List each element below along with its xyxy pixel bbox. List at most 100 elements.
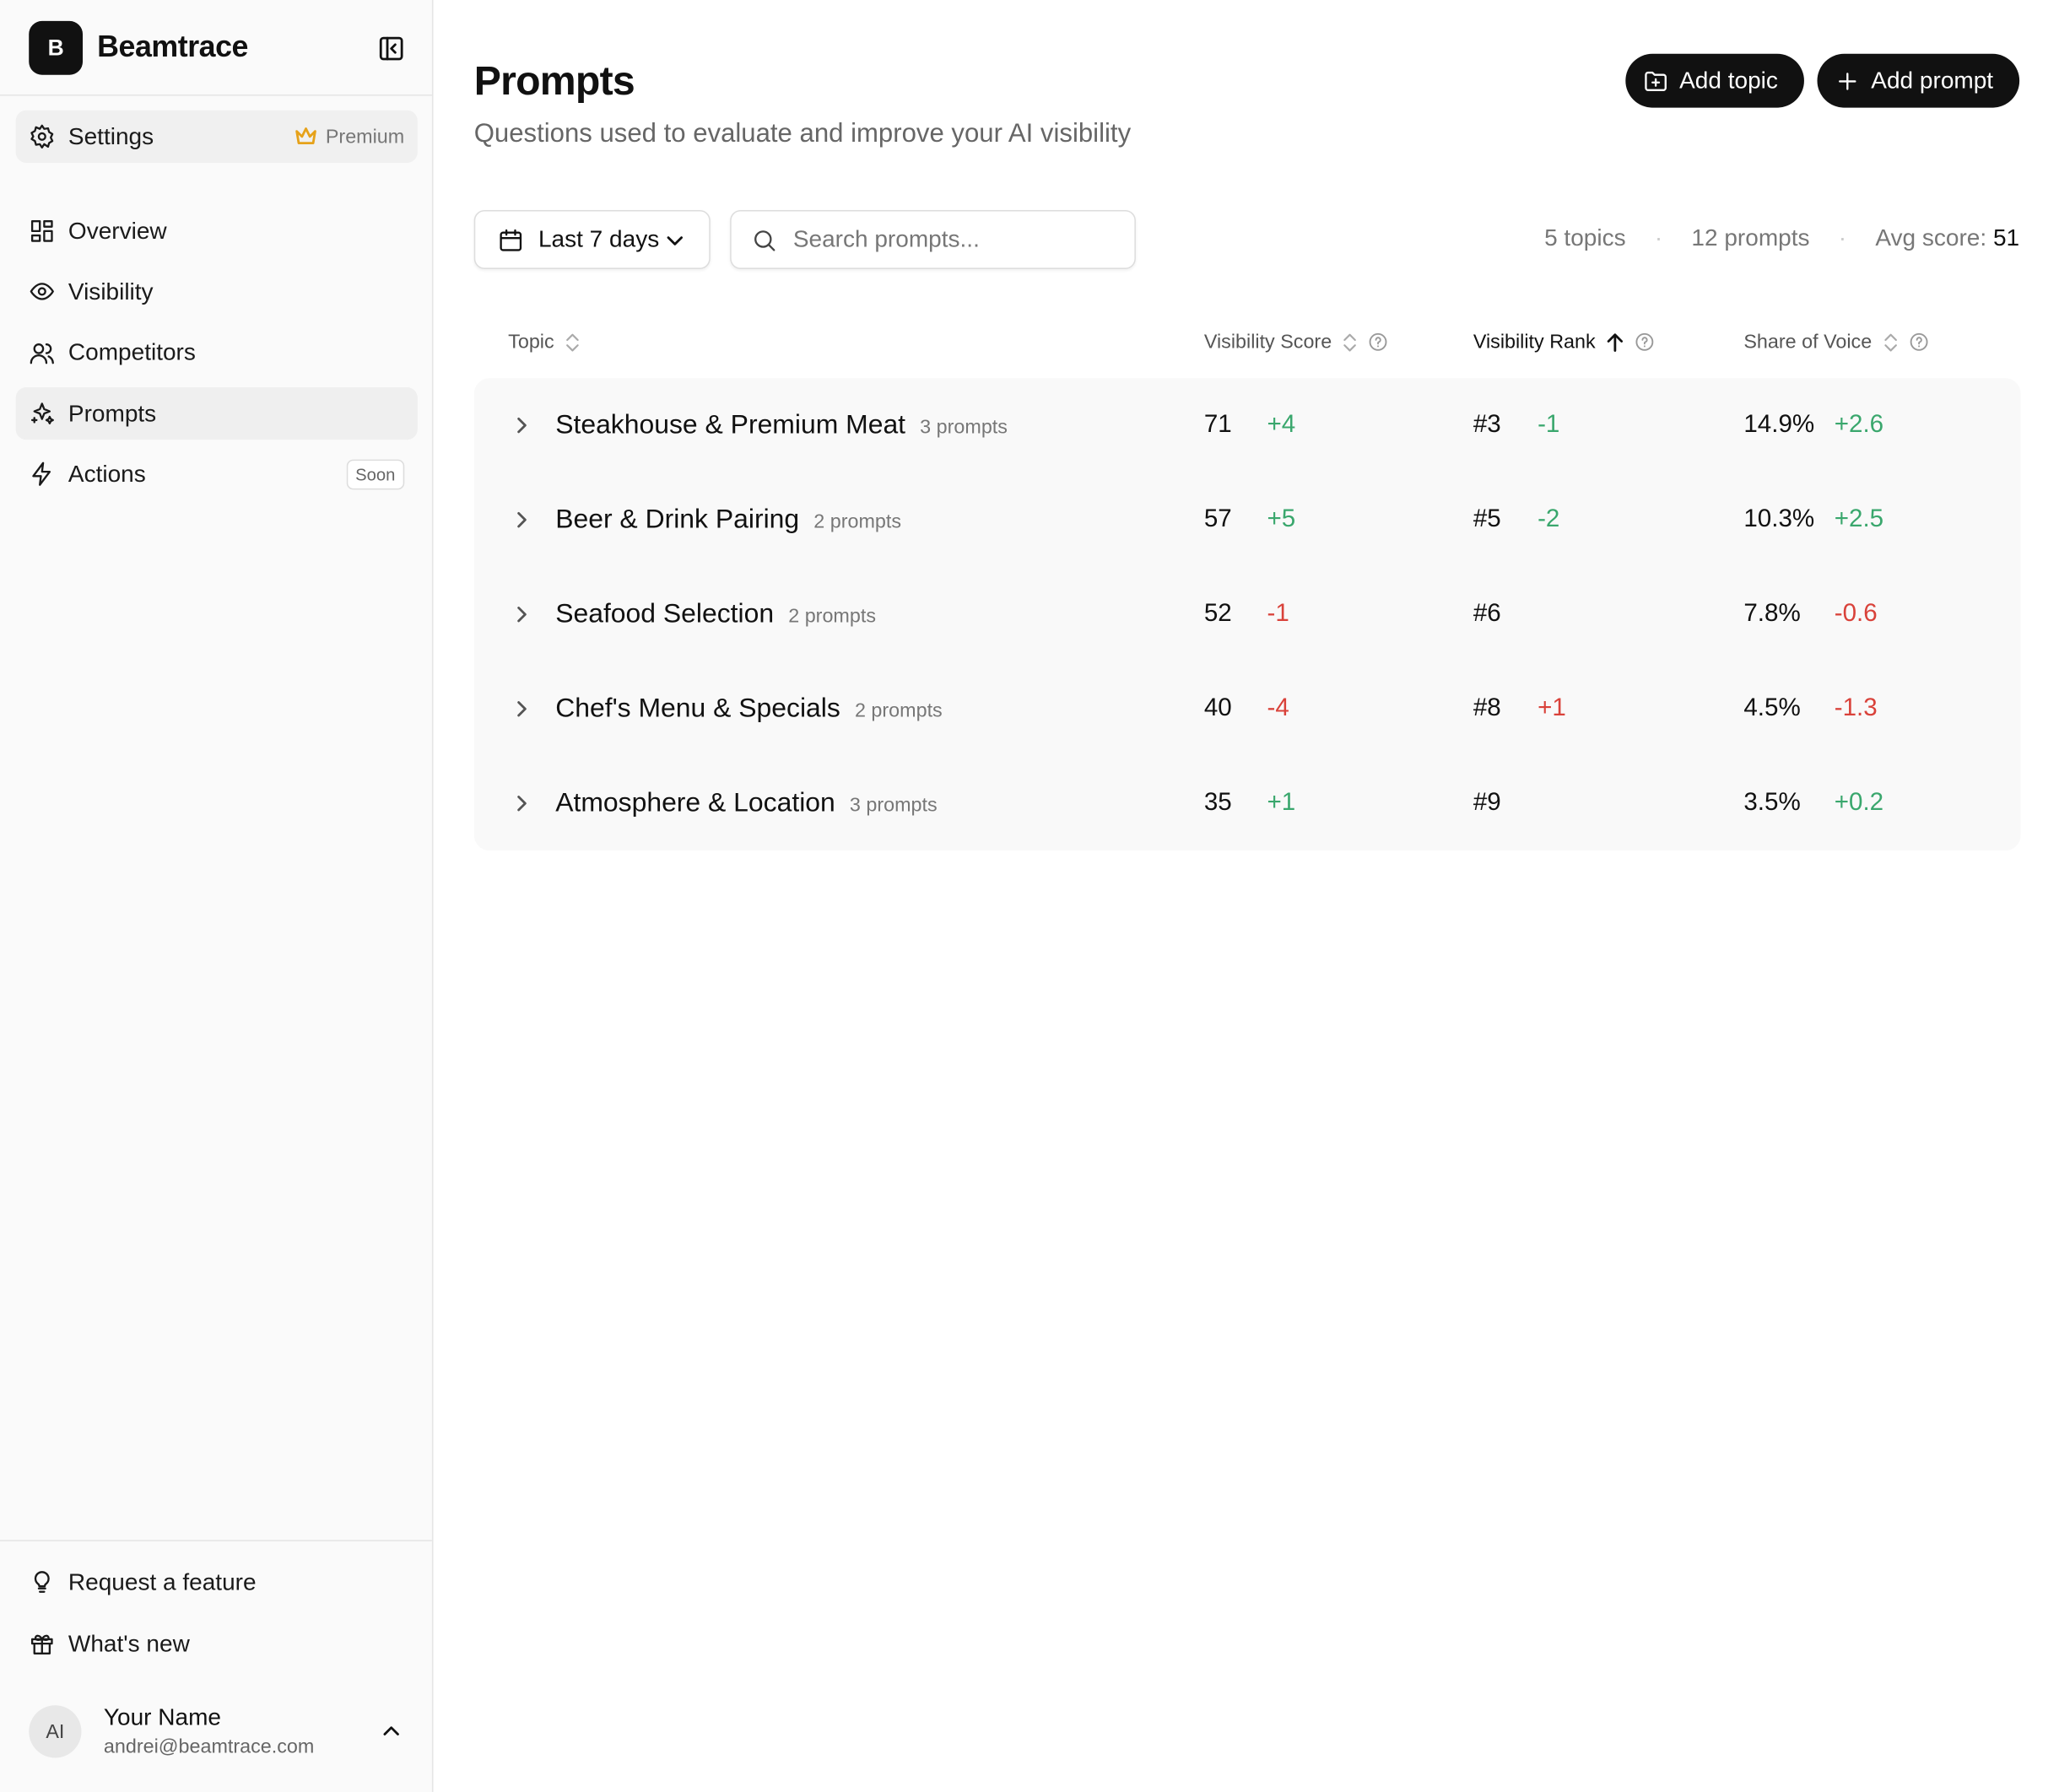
expand-chevron[interactable] — [511, 793, 532, 814]
collapse-button[interactable] — [378, 35, 404, 62]
nav-item[interactable]: Prompts — [15, 387, 418, 440]
request-feature-link[interactable]: Request a feature — [16, 1556, 418, 1608]
table-row[interactable]: Beer & Drink Pairing 2 prompts 57 +5 #5 -2 10.… — [474, 472, 2021, 567]
settings-label: Settings — [68, 122, 154, 149]
rank-delta: +1 — [1537, 694, 1566, 722]
prompt-count: 3 prompts — [849, 794, 938, 817]
topic-name: Beer & Drink Pairing — [555, 504, 800, 535]
column-header[interactable]: Visibility Rank — [1473, 331, 1655, 354]
nav-label: Visibility — [68, 278, 154, 305]
nav-icon — [32, 462, 51, 487]
date-range-label: Last 7 days — [538, 225, 660, 252]
score: 57 — [1203, 505, 1232, 533]
score: 40 — [1203, 694, 1232, 722]
sov: 10.3% — [1743, 505, 1815, 533]
expand-chevron[interactable] — [511, 604, 532, 625]
button-label: Add topic — [1679, 67, 1778, 94]
chevron-down — [667, 235, 684, 246]
sort-icon — [1883, 332, 1897, 351]
score-delta: +4 — [1267, 411, 1296, 439]
gift-icon — [30, 1634, 53, 1654]
column-label: Visibility Rank — [1473, 331, 1596, 354]
score-delta: -4 — [1267, 694, 1289, 722]
score-delta: +1 — [1267, 789, 1296, 817]
folder-plus-icon — [1645, 71, 1667, 91]
table-row[interactable]: Seafood Selection 2 prompts 52 -1 #6 7.8% -0.6 — [474, 567, 2021, 661]
add-topic-button[interactable]: Add topic — [1625, 53, 1804, 108]
sov-delta: +2.5 — [1834, 505, 1884, 533]
nav-item[interactable]: Visibility — [16, 266, 418, 318]
rank-delta: -2 — [1537, 505, 1560, 533]
date-range-select[interactable]: Last 7 days — [473, 209, 711, 269]
sort-asc-icon — [1607, 332, 1624, 352]
avg-score: Avg score: 51 — [1875, 224, 2019, 252]
button-label: Add prompt — [1871, 67, 1994, 94]
nav-item[interactable]: Overview — [16, 205, 418, 257]
topic-cell: Seafood Selection 2 prompts — [555, 599, 876, 630]
avg-value: 51 — [1992, 224, 2020, 251]
rank: #9 — [1473, 789, 1501, 817]
search-input[interactable]: Search prompts... — [730, 209, 1136, 269]
separator-dot: · — [1838, 224, 1847, 251]
nav-label: Competitors — [68, 338, 196, 365]
rank: #8 — [1473, 694, 1501, 722]
whats-new-link[interactable]: What's new — [16, 1617, 418, 1670]
add-prompt-button[interactable]: Add prompt — [1817, 53, 2020, 108]
stats: 5 topics · 12 prompts · Avg score: 51 — [1544, 224, 2019, 252]
plus-icon — [1839, 72, 1856, 89]
score: 35 — [1203, 789, 1232, 817]
settings-icon — [30, 124, 54, 148]
expand-chevron[interactable] — [511, 699, 532, 720]
user-menu-toggle[interactable] — [380, 1719, 403, 1743]
table-row[interactable]: Atmosphere & Location 3 prompts 35 +1 #9 3.5%… — [474, 756, 2021, 850]
column-header[interactable]: Share of Voice — [1743, 331, 1928, 354]
expand-chevron[interactable] — [511, 415, 532, 436]
sov: 7.8% — [1743, 600, 1801, 628]
plan-label: Premium — [325, 125, 405, 148]
settings-link[interactable]: Settings Premium — [15, 110, 418, 163]
rank: #3 — [1473, 411, 1501, 439]
topic-cell: Chef's Menu & Specials 2 prompts — [555, 694, 943, 725]
topic-name: Atmosphere & Location — [555, 787, 835, 818]
topic-cell: Steakhouse & Premium Meat 3 prompts — [555, 409, 1008, 440]
help-icon — [1370, 332, 1387, 351]
divider — [0, 94, 432, 96]
score-delta: +5 — [1267, 505, 1296, 533]
sov: 3.5% — [1743, 789, 1801, 817]
topic-name: Chef's Menu & Specials — [555, 693, 840, 724]
nav-icon — [30, 402, 54, 424]
sov-delta: +2.6 — [1834, 411, 1884, 439]
nav-label: Actions — [68, 460, 146, 487]
brand: Beamtrace — [97, 29, 248, 63]
search-placeholder: Search prompts... — [792, 225, 980, 252]
expand-chevron[interactable] — [511, 510, 532, 531]
footer-label: What's new — [68, 1629, 190, 1656]
stat: 5 topics — [1544, 224, 1626, 251]
divider — [0, 1540, 432, 1541]
footer-label: Request a feature — [68, 1568, 257, 1595]
separator-dot: · — [1654, 224, 1663, 251]
crown-icon — [295, 127, 316, 145]
user-name: Your Name — [103, 1703, 222, 1730]
prompt-count: 2 prompts — [813, 510, 902, 533]
table-row[interactable]: Chef's Menu & Specials 2 prompts 40 -4 #8 +1 4… — [474, 661, 2021, 756]
nav-item[interactable]: Actions Soon — [16, 448, 418, 500]
plan-badge: Premium — [295, 125, 405, 148]
prompt-count: 3 prompts — [920, 416, 1008, 439]
avatar: AI — [29, 1705, 82, 1758]
rank-delta: -1 — [1537, 411, 1560, 439]
column-label: Topic — [508, 331, 554, 354]
stat: 12 prompts — [1691, 224, 1810, 251]
column-header[interactable]: Visibility Score — [1204, 331, 1388, 354]
sov: 4.5% — [1743, 694, 1801, 722]
column-header[interactable]: Topic — [508, 331, 581, 354]
topic-name: Steakhouse & Premium Meat — [555, 409, 906, 440]
table-row[interactable]: Steakhouse & Premium Meat 3 prompts 71 +4 #3… — [474, 378, 2021, 472]
nav-item[interactable]: Competitors — [16, 327, 418, 379]
nav-icon — [30, 283, 54, 301]
score: 71 — [1203, 411, 1232, 439]
sov: 14.9% — [1743, 411, 1815, 439]
calendar-icon — [500, 229, 522, 251]
